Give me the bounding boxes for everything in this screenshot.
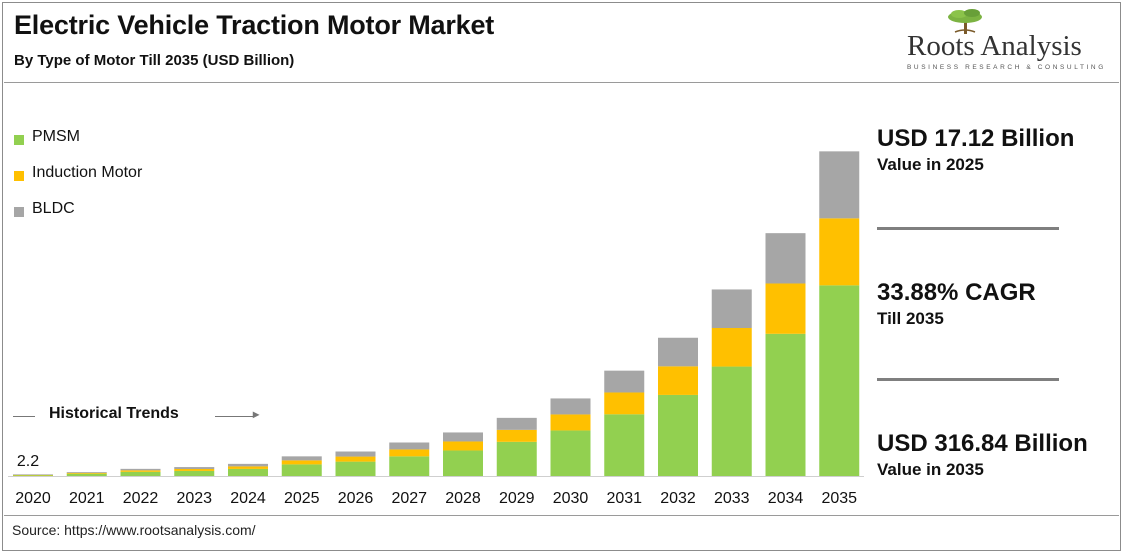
bar-2023-bldc [174, 467, 215, 470]
stat-value-2035-caption: Value in 2035 [877, 460, 984, 479]
x-tick-label-2028: 2028 [445, 490, 481, 507]
bar-2033-bldc [711, 289, 752, 329]
stat-value-2025: USD 17.12 Billion Value in 2025 [877, 125, 1074, 175]
bar-2032-induction-motor [658, 366, 698, 395]
page-title: Electric Vehicle Traction Motor Market [14, 10, 495, 40]
bar-2031-bldc [604, 370, 645, 393]
stat-cagr-caption: Till 2035 [877, 309, 944, 328]
x-tick-label-2027: 2027 [391, 490, 427, 507]
bar-2034-pmsm [765, 333, 806, 476]
bar-2031-induction-motor [604, 392, 645, 415]
bar-2029-bldc [496, 417, 537, 430]
bar-2028-pmsm [443, 450, 483, 476]
x-tick-label-2030: 2030 [553, 490, 589, 507]
bar-2023-induction-motor [174, 469, 215, 471]
stat-cagr-amount: 33.88% CAGR [877, 279, 1036, 306]
bar-2028-induction-motor [443, 441, 483, 451]
stat-value-2035-amount: USD 316.84 Billion [877, 430, 1088, 457]
x-tick-label-2023: 2023 [176, 490, 212, 507]
bar-2024-pmsm [228, 468, 268, 476]
stat-value-2035: USD 316.84 Billion Value in 2035 [877, 430, 1088, 480]
bar-2033-pmsm [711, 366, 752, 476]
bar-2029-pmsm [496, 441, 537, 476]
bar-2022-pmsm [120, 471, 161, 476]
bar-2025-induction-motor [281, 460, 322, 465]
header-divider [4, 82, 1119, 83]
tree-icon [948, 9, 982, 34]
bar-2035-induction-motor [819, 218, 860, 286]
bar-2025-pmsm [281, 464, 322, 476]
x-tick-label-2031: 2031 [606, 490, 642, 507]
bar-2032-pmsm [658, 394, 698, 476]
bar-2021-bldc [66, 472, 107, 473]
bar-2030-induction-motor [550, 414, 591, 431]
legend-swatch-bldc [14, 207, 24, 217]
bar-2022-induction-motor [120, 470, 161, 472]
historical-trends-annotation: Historical Trends ▸ [13, 405, 259, 423]
x-tick-label-2029: 2029 [499, 490, 535, 507]
source-note: Source: https://www.rootsanalysis.com/ [12, 522, 256, 538]
historical-trends-arrowhead: ▸ [253, 407, 260, 421]
stat-value-2025-caption: Value in 2025 [877, 155, 984, 174]
bar-2023-pmsm [174, 470, 215, 476]
stat-value-2025-amount: USD 17.12 Billion [877, 125, 1075, 152]
legend-swatch-pmsm [14, 135, 24, 145]
x-tick-label-2032: 2032 [660, 490, 696, 507]
logo-name: Roots Analysis [907, 30, 1082, 62]
bar-2021-pmsm [66, 473, 107, 476]
bar-2026-pmsm [335, 461, 376, 476]
bar-2024-induction-motor [228, 466, 268, 469]
bar-2027-bldc [389, 442, 430, 450]
bar-2030-bldc [550, 398, 591, 415]
bar-2029-induction-motor [496, 429, 537, 442]
logo-tagline: BUSINESS RESEARCH & CONSULTING [907, 64, 1106, 71]
x-tick-label-2026: 2026 [338, 490, 374, 507]
bar-2034-bldc [765, 233, 806, 284]
historical-trends-line-left [13, 416, 35, 417]
stat-cagr: 33.88% CAGR Till 2035 [877, 279, 1036, 329]
bar-2030-pmsm [550, 430, 591, 476]
bar-2026-induction-motor [335, 456, 376, 462]
bar-2022-bldc [120, 468, 161, 471]
historical-trends-label: Historical Trends [49, 405, 179, 422]
x-tick-label-2025: 2025 [284, 490, 320, 507]
data-label-2020: 2.2 [17, 453, 39, 470]
x-tick-label-2034: 2034 [768, 490, 804, 507]
legend-label-bldc: BLDC [32, 200, 75, 217]
bar-2021-induction-motor [66, 472, 107, 474]
bar-2025-bldc [281, 456, 322, 461]
bar-2024-bldc [228, 463, 268, 467]
historical-trends-arrow [215, 416, 255, 417]
x-tick-label-2021: 2021 [69, 490, 105, 507]
bar-2035-bldc [819, 151, 860, 219]
x-tick-label-2033: 2033 [714, 490, 750, 507]
x-tick-label-2024: 2024 [230, 490, 266, 507]
bar-2026-bldc [335, 451, 376, 457]
stat-divider-1 [877, 227, 1059, 230]
legend-label-pmsm: PMSM [32, 128, 80, 145]
bar-2027-induction-motor [389, 449, 430, 457]
page-subtitle: By Type of Motor Till 2035 (USD Billion) [14, 52, 295, 69]
bar-2028-bldc [443, 432, 483, 442]
bar-2020-pmsm [13, 475, 53, 476]
bar-2020-induction-motor [13, 474, 53, 476]
footer-divider [4, 515, 1119, 516]
x-tick-label-2022: 2022 [123, 490, 159, 507]
legend-label-induction-motor: Induction Motor [32, 164, 143, 181]
x-tick-label-2035: 2035 [821, 490, 857, 507]
legend-swatch-induction-motor [14, 171, 24, 181]
bar-2032-bldc [658, 337, 698, 367]
bar-2035-pmsm [819, 285, 860, 476]
bar-2031-pmsm [604, 414, 645, 476]
bar-2033-induction-motor [711, 328, 752, 367]
stat-divider-2 [877, 378, 1059, 381]
bar-2020-bldc [13, 474, 53, 475]
bar-2034-induction-motor [765, 283, 806, 334]
bar-2027-pmsm [389, 456, 430, 476]
x-tick-label-2020: 2020 [15, 490, 51, 507]
roots-analysis-logo: Roots Analysis BUSINESS RESEARCH & CONSU… [895, 6, 1110, 76]
